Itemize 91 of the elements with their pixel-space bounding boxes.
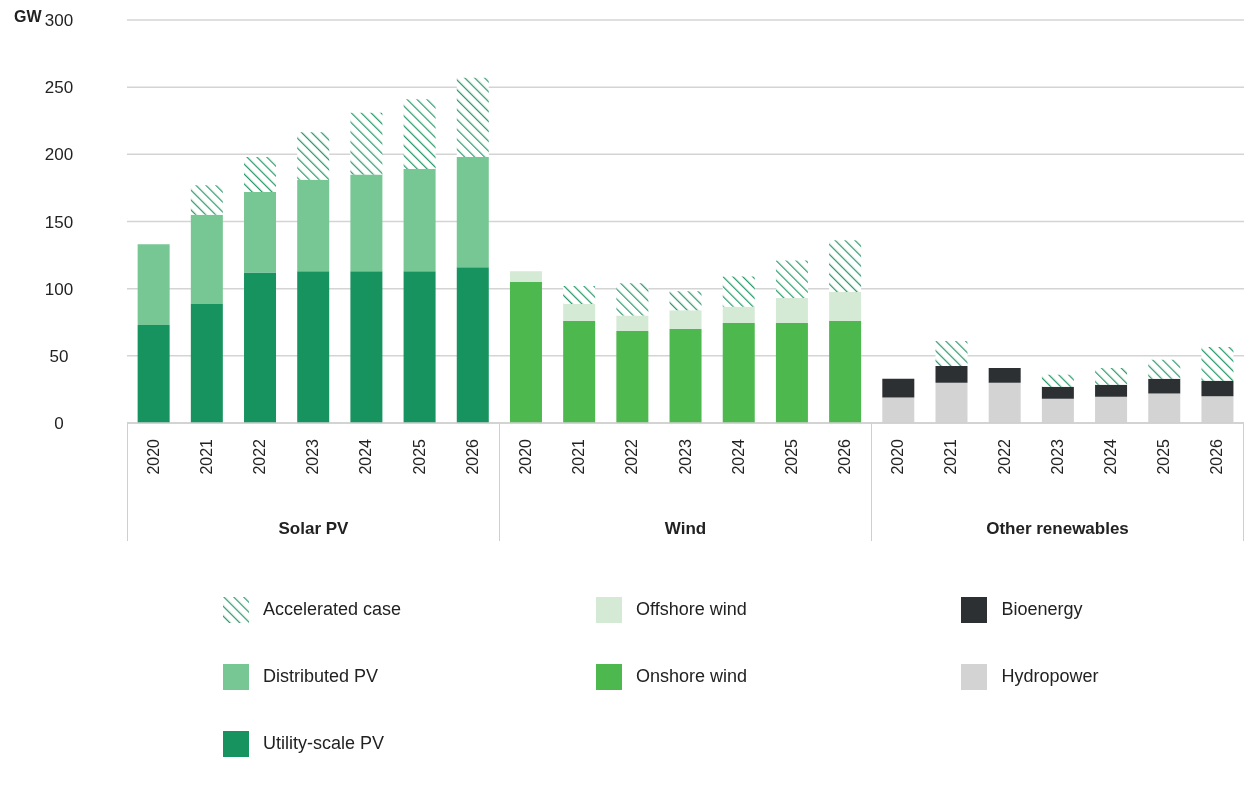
bar [190,304,223,423]
bar [297,271,330,423]
bar [137,324,170,423]
bar [1148,359,1181,379]
bar [1041,386,1074,399]
x-tick-label: 2025 [410,438,428,475]
bar [1095,367,1128,385]
text: Other renewables [986,519,1129,539]
text: Wind [664,519,707,539]
x-tick-label: 2020 [516,438,534,475]
bar [616,330,649,423]
bar [829,320,862,423]
bar [1041,374,1074,387]
legend-label: Hydropower [1001,666,1099,687]
bar [935,341,968,366]
y-tick-label: 250 [44,78,74,98]
x-tick-label: 2026 [836,438,854,475]
text: Solar PV [278,519,349,539]
y-tick-label: 300 [44,11,74,31]
y-tick-label: 0 [54,414,64,434]
x-tick-label: 2026 [463,438,481,475]
x-tick-label: 2023 [1048,438,1066,475]
x-tick-label: 2025 [782,438,800,475]
bar [829,292,862,321]
bar [722,322,755,423]
bar [403,99,436,170]
bar [297,132,330,180]
bar [350,112,383,175]
x-tick-label: 2024 [729,438,747,475]
x-tick-label: 2021 [570,438,588,475]
x-tick-label: 2020 [889,438,907,475]
bar [669,291,702,311]
bar [829,240,862,293]
bar [775,260,808,299]
bar [509,271,542,282]
bar [935,365,968,383]
bar [403,169,436,272]
bar [244,272,277,423]
legend-label: Onshore wind [635,666,748,687]
x-tick-label: 2023 [304,438,322,475]
bar [297,179,330,272]
bar [616,315,649,331]
x-tick-label: 2024 [357,438,375,475]
y-tick-label: 50 [49,346,69,366]
bar [190,214,223,305]
x-tick-label: 2020 [144,438,162,475]
bar [775,322,808,423]
x-tick-label: 2024 [1102,438,1120,475]
legend-label: Distributed PV [263,666,379,687]
bar [137,244,170,325]
bar [1201,380,1234,397]
x-tick-label: 2023 [676,438,694,475]
bar [244,191,277,273]
bar [456,77,489,158]
x-tick-label: 2026 [1208,438,1226,475]
y-tick-label: 150 [44,212,74,232]
bar [403,271,436,423]
bar [350,271,383,423]
bar [722,306,755,323]
y-axis-title: GW [14,8,42,26]
bar [456,157,489,268]
bar [456,267,489,423]
bar [563,285,596,305]
legend-label: Offshore wind [635,599,747,620]
legend-label: Utility-scale PV [263,733,385,754]
legend-label: Accelerated case [263,599,402,620]
x-tick-label: 2025 [1155,438,1173,475]
bar [882,378,915,398]
x-tick-label: 2022 [250,438,268,475]
bar [509,281,542,423]
bar [669,328,702,423]
x-tick-label: 2021 [942,438,960,475]
bar [775,298,808,323]
bar [1201,347,1234,381]
bar [563,320,596,423]
bar [988,367,1021,383]
bar [563,304,596,321]
bar [669,310,702,329]
x-tick-label: 2022 [623,438,641,475]
bar [244,157,277,192]
legend-label: Bioenergy [1001,599,1083,620]
x-tick-label: 2021 [197,438,215,475]
bar [616,283,649,316]
bar [722,276,755,307]
y-tick-label: 100 [44,279,74,299]
bar [1148,378,1181,394]
bar [350,174,383,272]
bar [1095,384,1128,397]
x-tick-label: 2022 [995,438,1013,475]
bar [190,185,223,215]
y-tick-label: 200 [44,145,74,165]
